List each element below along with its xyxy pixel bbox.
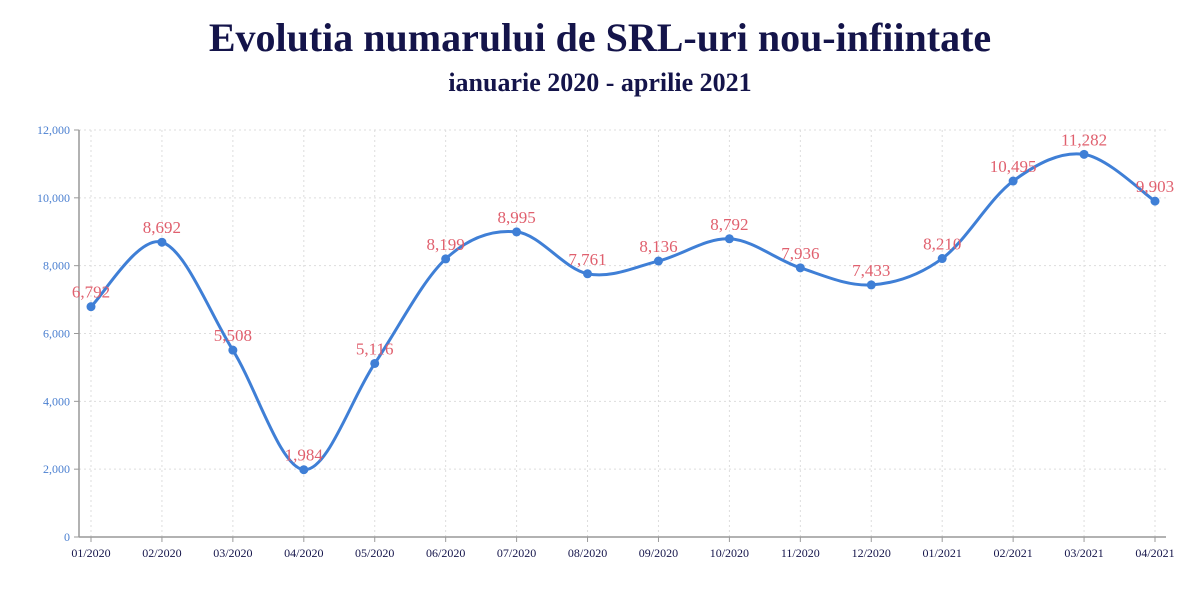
x-tick-label: 02/2020 [142,546,181,560]
data-point [583,269,593,279]
data-label: 8,792 [710,215,748,234]
data-point [795,263,805,273]
data-point [370,358,380,368]
y-tick-label: 0 [64,530,70,544]
data-point [228,345,238,355]
x-tick-label: 09/2020 [639,546,678,560]
data-label: 8,199 [427,235,465,254]
data-point [1079,149,1089,159]
data-label: 1,984 [285,446,324,465]
data-label: 5,508 [214,326,252,345]
y-tick-label: 10,000 [37,191,70,205]
data-label: 8,995 [497,208,535,227]
data-point [653,256,663,266]
data-label: 5,116 [356,339,394,358]
chart-subtitle: ianuarie 2020 - aprilie 2021 [448,68,752,97]
data-label: 9,903 [1136,177,1174,196]
data-point [441,254,451,264]
data-label: 10,495 [990,157,1037,176]
x-tick-label: 02/2021 [993,546,1032,560]
y-tick-label: 6,000 [43,327,70,341]
data-point [1150,196,1160,206]
data-point [157,237,167,247]
x-tick-label: 07/2020 [497,546,536,560]
data-label: 11,282 [1061,130,1107,149]
data-label: 8,692 [143,218,181,237]
x-tick-label: 10/2020 [710,546,749,560]
y-tick-label: 4,000 [43,394,70,408]
data-point [937,254,947,264]
x-tick-label: 12/2020 [852,546,891,560]
series-line [89,152,1156,472]
y-tick-label: 12,000 [37,123,70,137]
data-point [866,280,876,290]
data-point [724,234,734,244]
x-tick-label: 05/2020 [355,546,394,560]
x-tick-label: 03/2021 [1064,546,1103,560]
data-point [512,227,522,237]
x-tick-label: 01/2021 [923,546,962,560]
x-tick-label: 03/2020 [213,546,252,560]
x-tick-label: 04/2020 [284,546,323,560]
data-point [1008,176,1018,186]
chart-title: Evolutia numarului de SRL-uri nou-infiin… [208,15,992,60]
x-tick-label: 11/2020 [781,546,820,560]
y-tick-label: 8,000 [43,259,70,273]
x-tick-label: 08/2020 [568,546,607,560]
x-tick-label: 04/2021 [1135,546,1174,560]
data-label: 7,936 [781,244,819,263]
x-tick-label: 01/2020 [71,546,110,560]
data-label: 8,210 [923,235,961,254]
data-label: 7,761 [568,250,606,269]
data-point [299,465,309,475]
x-tick-label: 06/2020 [426,546,465,560]
data-label: 7,433 [852,261,890,280]
y-tick-label: 2,000 [43,462,70,476]
data-label: 6,792 [72,283,110,302]
data-label: 8,136 [639,237,677,256]
data-point [86,302,96,312]
